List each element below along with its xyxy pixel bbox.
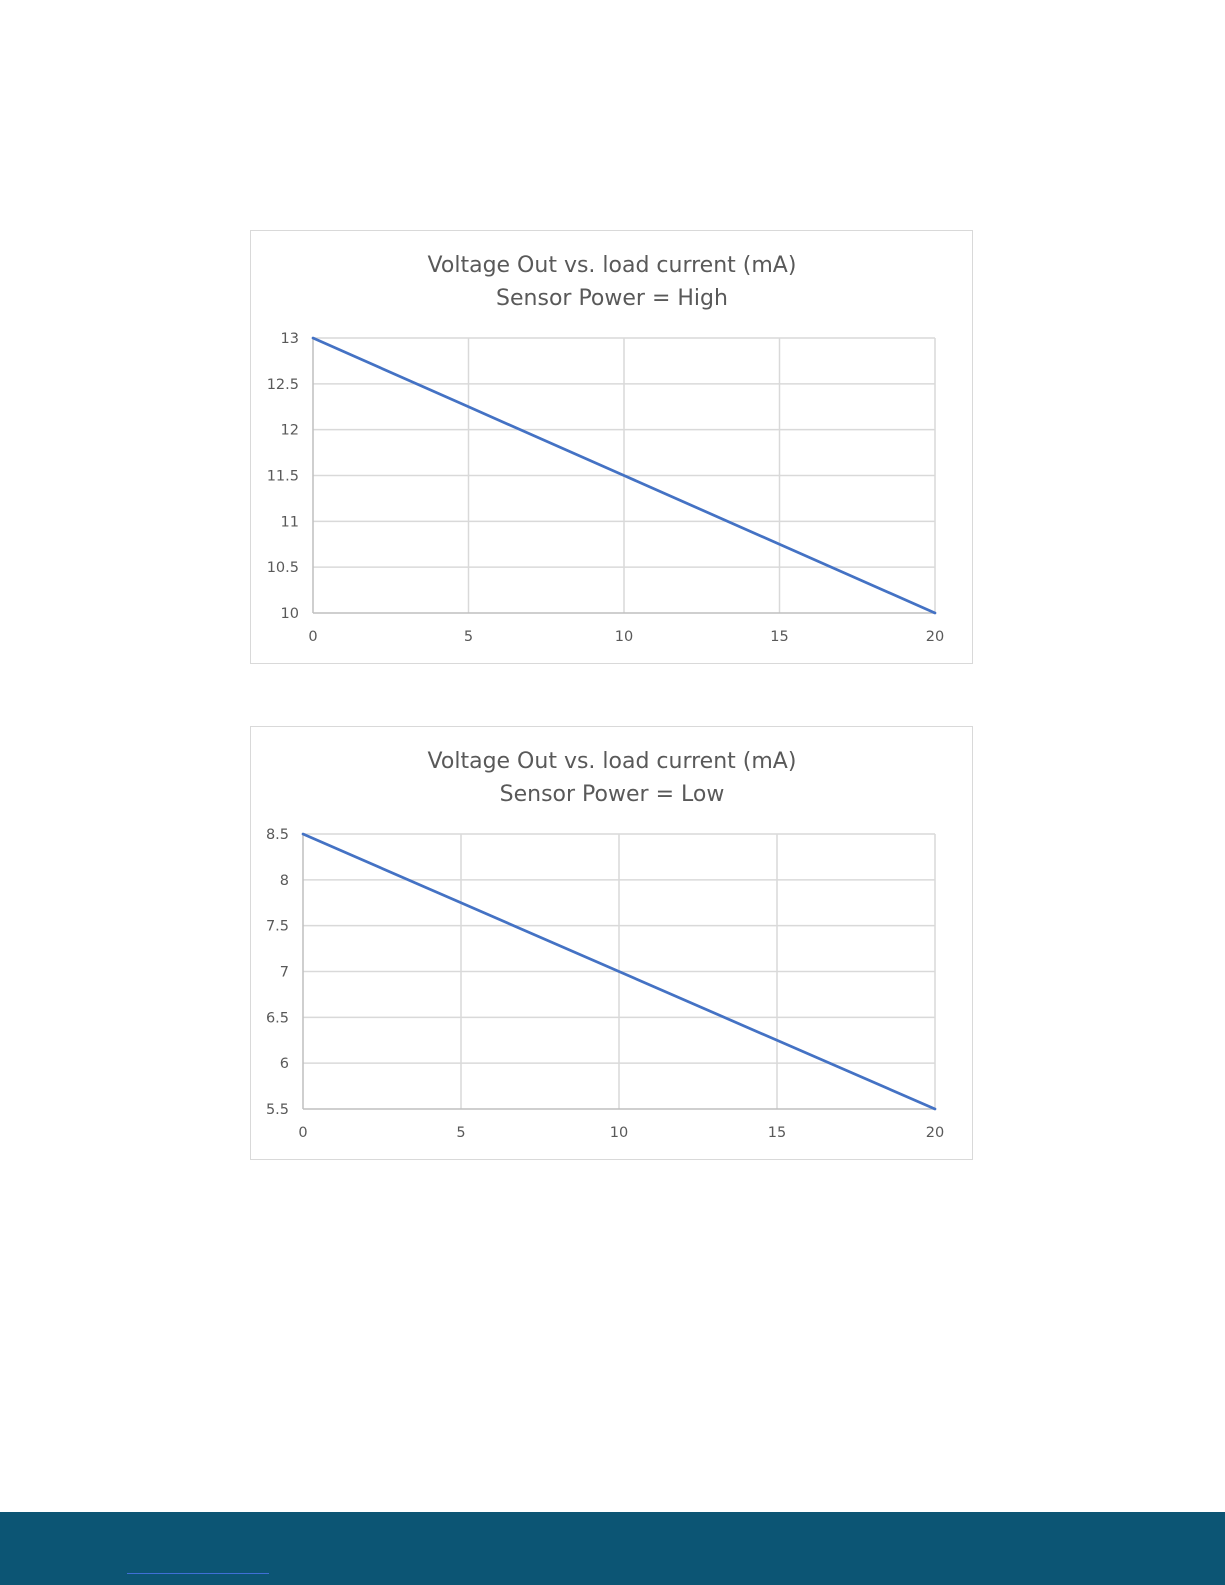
series-layer [311,336,937,615]
chart-high-power-svg: Voltage Out vs. load current (mA) Sensor… [267,253,945,645]
tick-labels: 10 10.5 11 11.5 12 12.5 13 0 5 10 15 20 [267,331,945,645]
y-tick-label: 10 [281,606,299,622]
x-tick-label: 20 [926,1125,944,1141]
series-line [311,336,937,615]
y-tick-label: 11 [281,514,299,530]
x-tick-label: 10 [615,629,633,645]
y-tick-label: 8 [280,873,289,889]
y-tick-label: 7.5 [266,919,289,935]
y-tick-label: 13 [281,331,299,347]
y-tick-label: 8.5 [266,827,289,843]
chart-subtitle: Sensor Power = High [496,286,728,311]
footer-link-underline [127,1573,269,1574]
y-tick-label: 6 [280,1056,289,1072]
chart-subtitle: Sensor Power = Low [500,782,725,807]
x-tick-label: 5 [464,629,473,645]
y-tick-label: 12.5 [267,377,299,393]
y-tick-label: 12 [281,423,299,439]
chart-title: Voltage Out vs. load current (mA) [428,749,797,774]
x-tick-label: 0 [308,629,317,645]
y-tick-label: 10.5 [267,560,299,576]
axes [302,834,935,1110]
x-tick-label: 0 [298,1125,307,1141]
axes [312,338,935,614]
footer-band [0,1512,1225,1585]
series-layer [301,832,937,1111]
x-tick-label: 15 [768,1125,786,1141]
x-tick-label: 10 [610,1125,628,1141]
chart-low-power-svg: Voltage Out vs. load current (mA) Sensor… [266,749,944,1141]
y-tick-label: 5.5 [266,1102,289,1118]
y-tick-label: 7 [280,965,289,981]
tick-labels: 5.5 6 6.5 7 7.5 8 8.5 0 5 10 15 20 [266,827,944,1141]
x-tick-label: 5 [456,1125,465,1141]
x-tick-label: 20 [926,629,944,645]
chart-high-power: Voltage Out vs. load current (mA) Sensor… [250,230,973,664]
chart-title: Voltage Out vs. load current (mA) [428,253,797,278]
y-tick-label: 11.5 [267,469,299,485]
series-line [301,832,937,1111]
y-tick-label: 6.5 [266,1010,289,1026]
chart-low-power: Voltage Out vs. load current (mA) Sensor… [250,726,973,1160]
x-tick-label: 15 [770,629,788,645]
